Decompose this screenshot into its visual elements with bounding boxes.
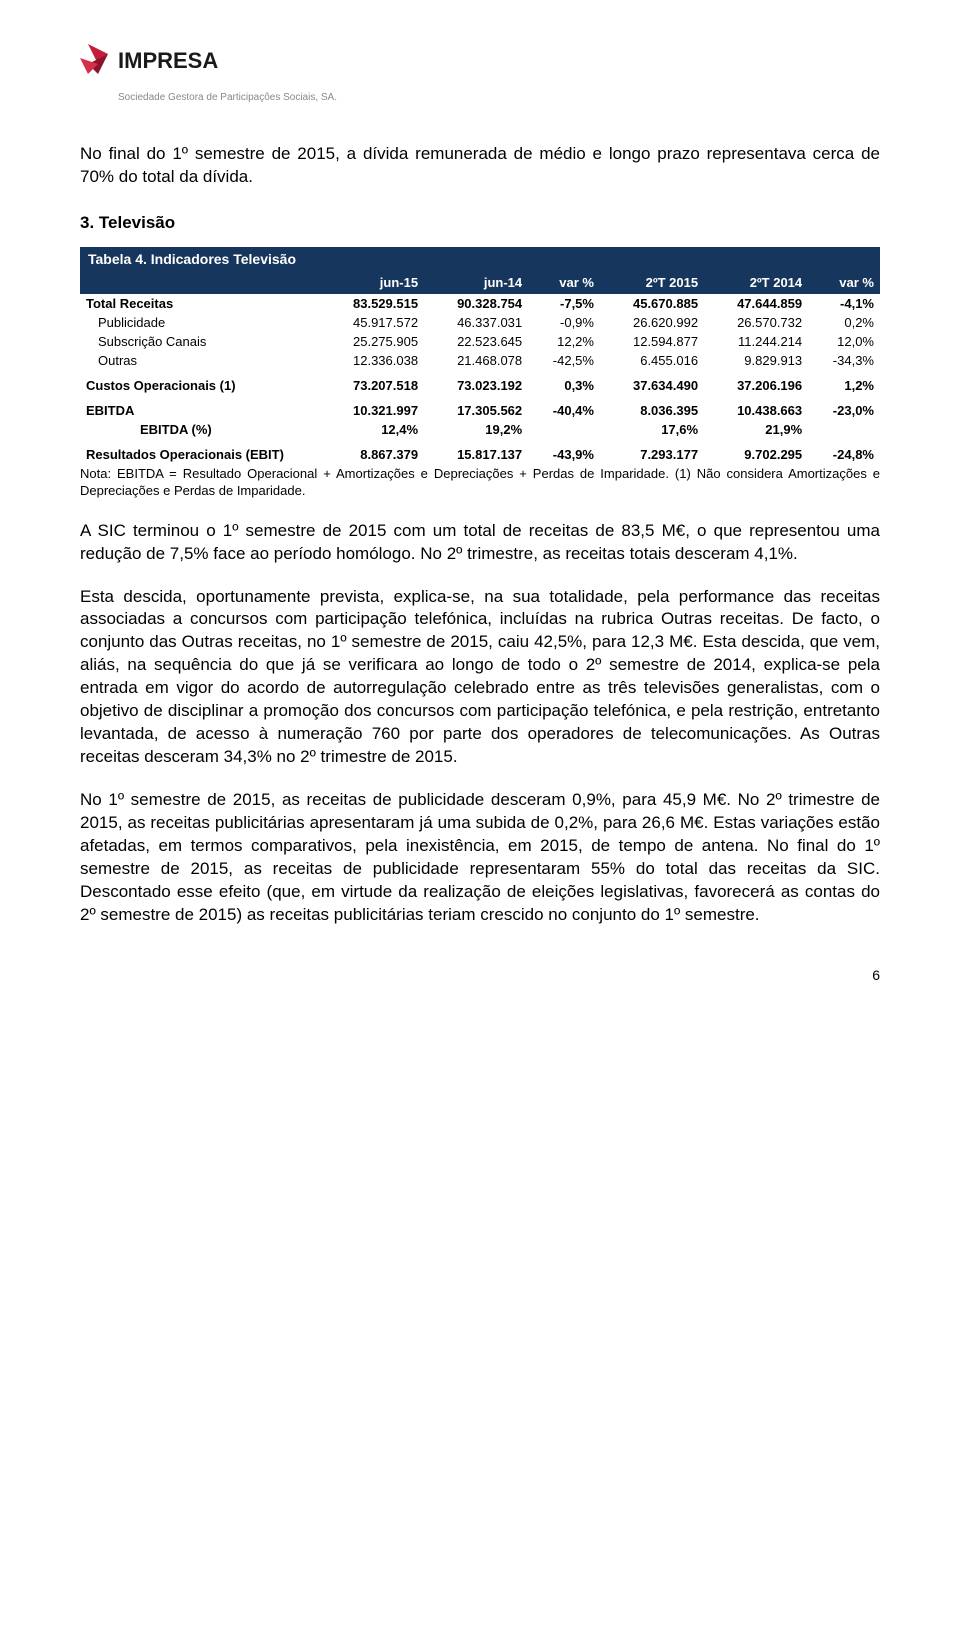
row-value: 21,9% [704,420,808,439]
row-label: EBITDA (%) [80,420,320,439]
row-value: 7.293.177 [600,445,704,464]
col-2t2014: 2ºT 2014 [704,271,808,294]
row-value: 90.328.754 [424,294,528,313]
row-value: 0,3% [528,376,600,395]
row-value: 12,2% [528,332,600,351]
row-value: 73.207.518 [320,376,424,395]
row-value: 8.036.395 [600,401,704,420]
row-value: 12.594.877 [600,332,704,351]
row-value: -24,8% [808,445,880,464]
impresa-logo-icon: IMPRESA [80,40,260,90]
body-paragraph-1: A SIC terminou o 1º semestre de 2015 com… [80,520,880,566]
table-row: Custos Operacionais (1)73.207.51873.023.… [80,376,880,395]
row-value: -42,5% [528,351,600,370]
row-value: 45.670.885 [600,294,704,313]
company-logo: IMPRESA Sociedade Gestora de Participaçõ… [80,40,880,103]
row-value: 37.634.490 [600,376,704,395]
row-value: -43,9% [528,445,600,464]
section-heading: 3. Televisão [80,213,880,233]
col-jun14: jun-14 [424,271,528,294]
row-value: 10.321.997 [320,401,424,420]
row-value: -23,0% [808,401,880,420]
indicators-table-wrapper: Tabela 4. Indicadores Televisão jun-15 j… [80,247,880,464]
table-row: EBITDA10.321.99717.305.562-40,4%8.036.39… [80,401,880,420]
row-value: 37.206.196 [704,376,808,395]
row-value: 46.337.031 [424,313,528,332]
row-value: -34,3% [808,351,880,370]
row-value: 11.244.214 [704,332,808,351]
table-title: Tabela 4. Indicadores Televisão [80,247,880,271]
row-value: 9.829.913 [704,351,808,370]
row-value: 1,2% [808,376,880,395]
table-row: EBITDA (%)12,4%19,2% 17,6%21,9% [80,420,880,439]
row-value: 45.917.572 [320,313,424,332]
row-label: Resultados Operacionais (EBIT) [80,445,320,464]
table-row: Publicidade45.917.57246.337.031-0,9%26.6… [80,313,880,332]
row-label: Publicidade [80,313,320,332]
row-label: Total Receitas [80,294,320,313]
row-value: 15.817.137 [424,445,528,464]
col-var2: var % [808,271,880,294]
row-value: 10.438.663 [704,401,808,420]
table-row: Subscrição Canais25.275.90522.523.64512,… [80,332,880,351]
col-jun15: jun-15 [320,271,424,294]
row-value: 12.336.038 [320,351,424,370]
row-value: 21.468.078 [424,351,528,370]
row-value [528,420,600,439]
table-row: Total Receitas83.529.51590.328.754-7,5%4… [80,294,880,313]
row-value: -4,1% [808,294,880,313]
col-blank [80,271,320,294]
row-value: 6.455.016 [600,351,704,370]
body-paragraph-3: No 1º semestre de 2015, as receitas de p… [80,789,880,927]
row-value: 83.529.515 [320,294,424,313]
table-note: Nota: EBITDA = Resultado Operacional + A… [80,466,880,500]
logo-subtitle: Sociedade Gestora de Participações Socia… [118,92,880,103]
row-value: 47.644.859 [704,294,808,313]
table-row: Outras12.336.03821.468.078-42,5%6.455.01… [80,351,880,370]
indicators-table: jun-15 jun-14 var % 2ºT 2015 2ºT 2014 va… [80,271,880,464]
row-value: 12,0% [808,332,880,351]
row-label: Subscrição Canais [80,332,320,351]
col-2t2015: 2ºT 2015 [600,271,704,294]
row-label: Outras [80,351,320,370]
row-value: 25.275.905 [320,332,424,351]
table-body: Total Receitas83.529.51590.328.754-7,5%4… [80,294,880,464]
row-value: -7,5% [528,294,600,313]
row-value: -40,4% [528,401,600,420]
row-value [808,420,880,439]
page-number: 6 [80,967,880,983]
row-label: Custos Operacionais (1) [80,376,320,395]
row-value: 9.702.295 [704,445,808,464]
row-value: -0,9% [528,313,600,332]
row-value: 17.305.562 [424,401,528,420]
intro-paragraph: No final do 1º semestre de 2015, a dívid… [80,143,880,189]
row-value: 12,4% [320,420,424,439]
row-value: 26.620.992 [600,313,704,332]
body-paragraph-2: Esta descida, oportunamente prevista, ex… [80,586,880,770]
table-header: jun-15 jun-14 var % 2ºT 2015 2ºT 2014 va… [80,271,880,294]
row-value: 0,2% [808,313,880,332]
row-value: 17,6% [600,420,704,439]
row-value: 73.023.192 [424,376,528,395]
table-row: Resultados Operacionais (EBIT)8.867.3791… [80,445,880,464]
row-value: 8.867.379 [320,445,424,464]
row-value: 26.570.732 [704,313,808,332]
row-label: EBITDA [80,401,320,420]
logo-brand-text: IMPRESA [118,48,218,73]
row-value: 19,2% [424,420,528,439]
row-value: 22.523.645 [424,332,528,351]
col-var1: var % [528,271,600,294]
